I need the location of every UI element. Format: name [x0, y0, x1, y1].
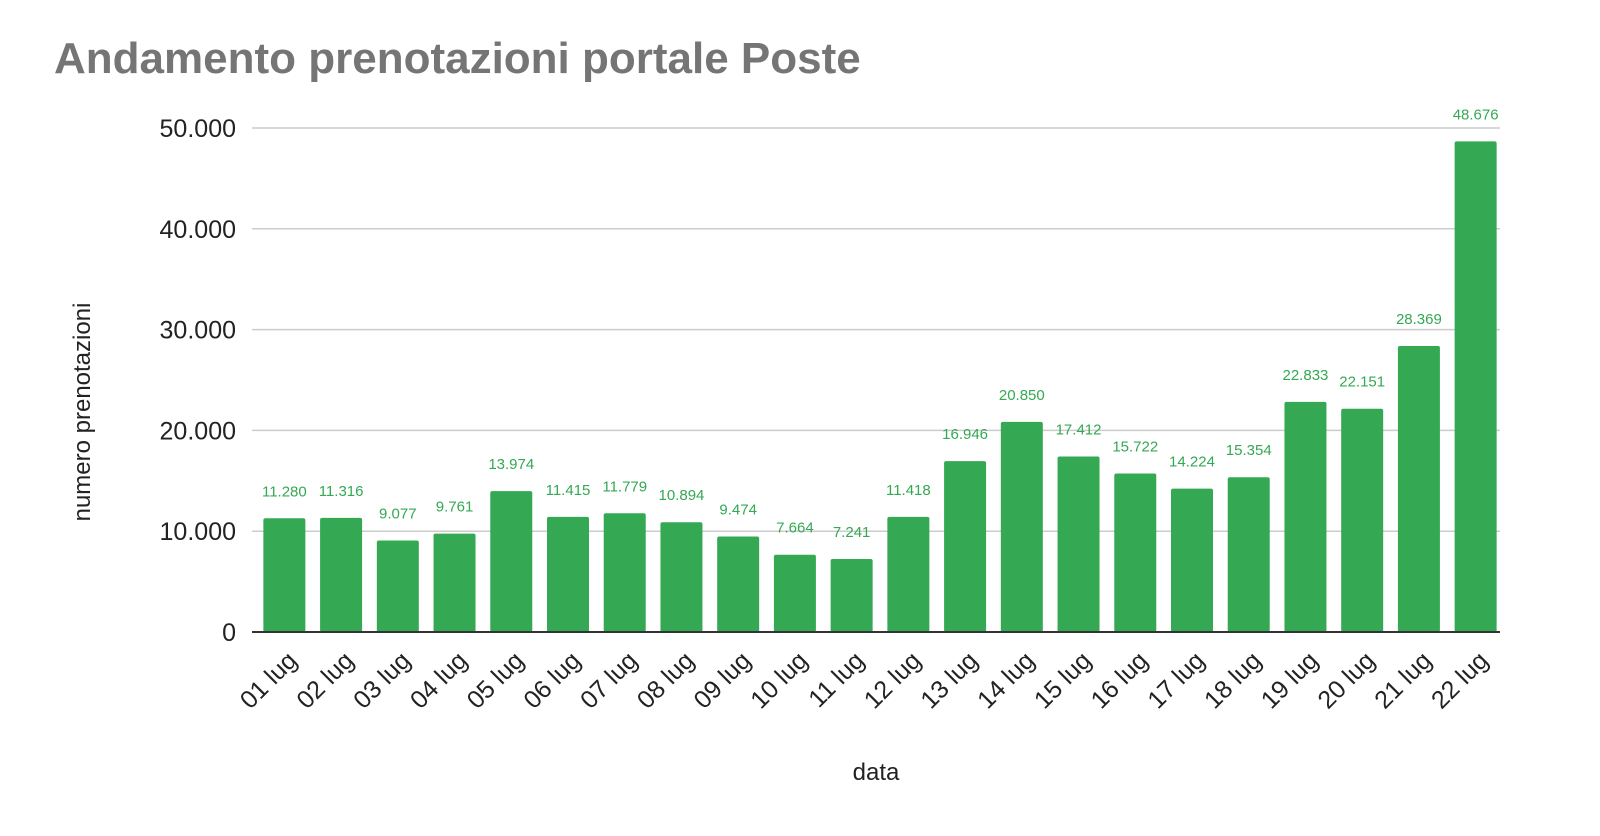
y-tick-label: 0 [222, 619, 236, 647]
x-tick-label: 11 lug [803, 646, 870, 713]
bar [1000, 421, 1043, 632]
bar-value-label: 11.779 [602, 478, 647, 495]
bars [263, 141, 1497, 632]
bar [1341, 408, 1384, 632]
y-tick-label: 30.000 [160, 317, 236, 345]
bar-value-label: 17.412 [1056, 421, 1102, 438]
bar [830, 559, 873, 632]
bar [603, 513, 646, 632]
x-tick-label: 02 lug [291, 646, 359, 714]
y-tick-label: 40.000 [160, 216, 236, 244]
y-axis-title: numero prenotazioni [69, 303, 96, 522]
bar-value-label: 28.369 [1396, 311, 1442, 328]
x-tick-label: 14 lug [972, 646, 1040, 714]
x-tick-label: 19 lug [1256, 646, 1324, 714]
bar [944, 461, 987, 632]
x-tick-label: 13 lug [915, 646, 983, 714]
bar-value-label: 11.280 [262, 483, 307, 500]
x-tick-label: 04 lug [405, 646, 473, 714]
bar-value-label: 11.316 [319, 483, 364, 500]
x-tick-label: 05 lug [462, 646, 530, 714]
bar [1057, 456, 1100, 632]
x-tick-label: 12 lug [859, 646, 927, 714]
bar-value-label: 7.664 [776, 520, 814, 537]
bar [263, 518, 306, 632]
x-tick-label: 08 lug [632, 646, 700, 714]
bar [1454, 141, 1497, 632]
bar [1284, 401, 1327, 632]
x-tick-label: 18 lug [1199, 646, 1267, 714]
bar [887, 516, 930, 632]
bar-value-label: 48.676 [1453, 106, 1499, 123]
bar-value-label: 15.354 [1226, 442, 1272, 459]
bar [717, 536, 760, 632]
bar-value-label: 15.722 [1112, 439, 1158, 456]
bar-value-label: 10.894 [659, 487, 705, 504]
bar-value-label: 22.151 [1339, 374, 1385, 391]
x-tick-label: 15 lug [1029, 646, 1097, 714]
data-labels: 11.280 11.316 9.077 9.761 13.974 11.415 11.779… [262, 106, 1499, 541]
bar-value-label: 14.224 [1169, 454, 1215, 471]
bar [773, 554, 816, 632]
x-tick-label: 17 lug [1142, 646, 1210, 714]
bar [433, 533, 476, 632]
x-tick-label: 10 lug [745, 646, 813, 714]
x-tick-label: 20 lug [1312, 646, 1380, 714]
bar [1397, 346, 1440, 632]
bar-value-label: 9.474 [719, 502, 757, 519]
bar [376, 540, 419, 632]
bar-value-label: 13.974 [488, 456, 534, 473]
chart-title: Andamento prenotazioni portale Poste [54, 34, 861, 83]
bar [547, 516, 589, 632]
bar [1171, 488, 1213, 632]
x-tick-label: 22 lug [1426, 646, 1494, 714]
bar-value-label: 20.850 [999, 387, 1045, 404]
bar [660, 522, 703, 632]
bar-value-label: 9.761 [436, 499, 474, 516]
bar-value-label: 16.946 [942, 426, 988, 443]
x-tick-label: 07 lug [575, 646, 643, 714]
bar [320, 517, 363, 632]
bar [1114, 473, 1157, 632]
x-tick-label: 21 lug [1369, 646, 1437, 714]
y-tick-label: 20.000 [160, 417, 236, 445]
bar-value-label: 22.833 [1283, 367, 1329, 384]
y-axis-ticks: 0 10.000 20.000 30.000 40.000 50.000 [160, 115, 236, 647]
x-axis-title: data [853, 759, 900, 786]
x-tick-label: 06 lug [518, 646, 586, 714]
bar-value-label: 9.077 [379, 506, 417, 523]
bar-value-label: 11.415 [546, 482, 591, 499]
y-tick-label: 10.000 [160, 518, 236, 546]
bar-value-label: 11.418 [886, 482, 931, 499]
x-tick-label: 09 lug [688, 646, 756, 714]
x-tick-label: 16 lug [1086, 646, 1154, 714]
x-tick-label: 03 lug [348, 646, 416, 714]
y-tick-label: 50.000 [160, 115, 236, 143]
bar-value-label: 7.241 [833, 524, 871, 541]
bar [1227, 477, 1270, 632]
x-tick-label: 01 lug [235, 646, 303, 714]
bar [490, 491, 533, 632]
